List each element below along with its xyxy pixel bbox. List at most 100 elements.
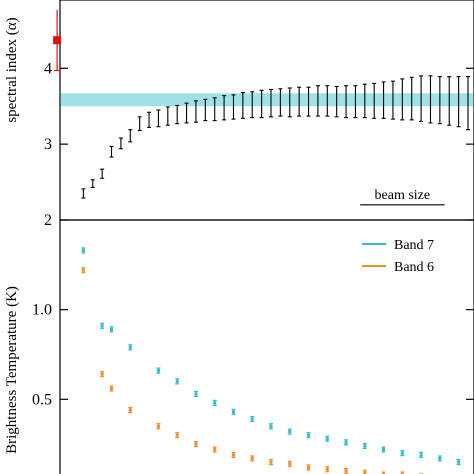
beam-size-label: beam size bbox=[375, 188, 431, 203]
spectral-index-point bbox=[203, 98, 208, 122]
data-point bbox=[100, 371, 105, 378]
spectral-index-point bbox=[297, 86, 302, 117]
spectral-index-point bbox=[147, 111, 152, 128]
spectral-index-point bbox=[81, 188, 86, 199]
top-y-tick-label: 4 bbox=[44, 60, 52, 77]
data-point bbox=[175, 432, 180, 439]
data-point bbox=[156, 423, 161, 430]
spectral-index-point bbox=[90, 179, 95, 188]
spectral-index-point bbox=[156, 109, 161, 128]
spectral-index-point bbox=[428, 75, 433, 124]
spectral-index-point bbox=[362, 83, 367, 119]
data-point bbox=[250, 415, 255, 423]
bottom-y-tick-label: 0.5 bbox=[32, 391, 52, 408]
data-point bbox=[325, 466, 330, 473]
spectral-index-point bbox=[269, 88, 273, 118]
data-point bbox=[231, 451, 236, 458]
data-point bbox=[362, 442, 367, 450]
spectral-index-point bbox=[100, 168, 105, 179]
data-point bbox=[250, 455, 255, 462]
bottom-y-tick-label: 1.0 bbox=[32, 302, 52, 319]
legend-item: Band 6 bbox=[362, 260, 434, 275]
brightness-points bbox=[81, 247, 461, 474]
spectral-index-point bbox=[400, 78, 405, 121]
spectral-index-point bbox=[184, 102, 189, 124]
data-point bbox=[81, 247, 86, 254]
data-point bbox=[419, 451, 424, 458]
data-point bbox=[269, 423, 273, 430]
data-point bbox=[362, 469, 367, 474]
reference-point bbox=[53, 9, 62, 72]
data-point bbox=[212, 446, 217, 453]
spectral-index-point bbox=[306, 86, 311, 117]
spectral-index-point bbox=[390, 80, 395, 120]
data-point bbox=[344, 467, 349, 474]
spectral-index-point bbox=[437, 76, 442, 125]
spectral-index-point bbox=[118, 137, 123, 150]
spectral-index-point bbox=[212, 97, 217, 122]
data-point bbox=[287, 428, 292, 435]
data-point bbox=[231, 408, 236, 415]
spectral-index-point bbox=[447, 76, 452, 126]
data-point bbox=[437, 455, 442, 462]
spectral-index-point bbox=[250, 91, 255, 119]
spectral-index-point bbox=[456, 76, 461, 128]
spectral-index-point bbox=[325, 85, 330, 117]
spectral-index-point bbox=[231, 94, 236, 120]
spectral-index-point bbox=[344, 85, 349, 119]
legend-item: Band 7 bbox=[362, 238, 434, 253]
data-point bbox=[212, 399, 217, 406]
spectral-index-point bbox=[128, 129, 133, 143]
spectral-index-points bbox=[81, 75, 470, 199]
legend: Band 7 Band 6 bbox=[362, 238, 434, 275]
bottom-y-axis-label: Brightness Temperature (K) bbox=[4, 286, 20, 454]
data-point bbox=[306, 432, 311, 439]
data-point bbox=[128, 406, 133, 414]
spectral-index-point bbox=[109, 145, 114, 158]
top-y-tick-label: 2 bbox=[44, 212, 52, 229]
data-point bbox=[156, 367, 161, 374]
data-point bbox=[109, 385, 114, 392]
series-band-6 bbox=[81, 267, 424, 474]
top-panel: 2 3 4 beam size spectral index (α) bbox=[4, 0, 474, 229]
data-point bbox=[193, 390, 198, 398]
data-point bbox=[456, 458, 461, 466]
data-point bbox=[381, 446, 386, 453]
bottom-panel-frame bbox=[59, 219, 474, 474]
spectral-index-point bbox=[259, 89, 264, 119]
spectral-index-point bbox=[137, 116, 142, 132]
legend-label: Band 6 bbox=[394, 260, 434, 275]
data-point bbox=[109, 326, 114, 333]
data-point bbox=[325, 435, 330, 442]
data-point bbox=[306, 464, 311, 471]
data-point bbox=[81, 267, 86, 274]
bottom-panel: 0.5 1.0 Band 7 Band 6 Brightness Temperatu… bbox=[4, 219, 474, 474]
bottom-y-ticks: 0.5 1.0 bbox=[32, 302, 474, 408]
spectral-index-point bbox=[372, 82, 377, 119]
spectral-index-point bbox=[175, 104, 180, 125]
spectral-index-point bbox=[353, 85, 358, 119]
top-y-axis-label: spectral index (α) bbox=[4, 17, 20, 122]
spectral-index-point bbox=[222, 95, 227, 121]
spectral-index-point bbox=[240, 92, 245, 119]
spectral-index-point bbox=[409, 76, 414, 121]
spectral-index-point bbox=[315, 85, 320, 117]
data-point bbox=[287, 460, 292, 467]
data-point bbox=[128, 344, 133, 351]
data-point bbox=[344, 439, 349, 446]
data-point bbox=[400, 450, 405, 457]
top-y-ticks: 2 3 4 bbox=[44, 60, 474, 229]
spectral-index-point bbox=[287, 87, 292, 118]
data-point bbox=[193, 441, 198, 448]
data-point bbox=[269, 458, 273, 466]
legend-label: Band 7 bbox=[394, 238, 434, 253]
data-point bbox=[100, 322, 105, 329]
model-band bbox=[60, 93, 474, 107]
series-band-7 bbox=[81, 247, 461, 466]
spectral-index-point bbox=[419, 75, 424, 122]
spectral-index-point bbox=[165, 106, 170, 126]
spectral-index-point bbox=[334, 85, 339, 118]
spectral-index-point bbox=[466, 76, 470, 131]
spectral-index-point bbox=[278, 88, 283, 117]
